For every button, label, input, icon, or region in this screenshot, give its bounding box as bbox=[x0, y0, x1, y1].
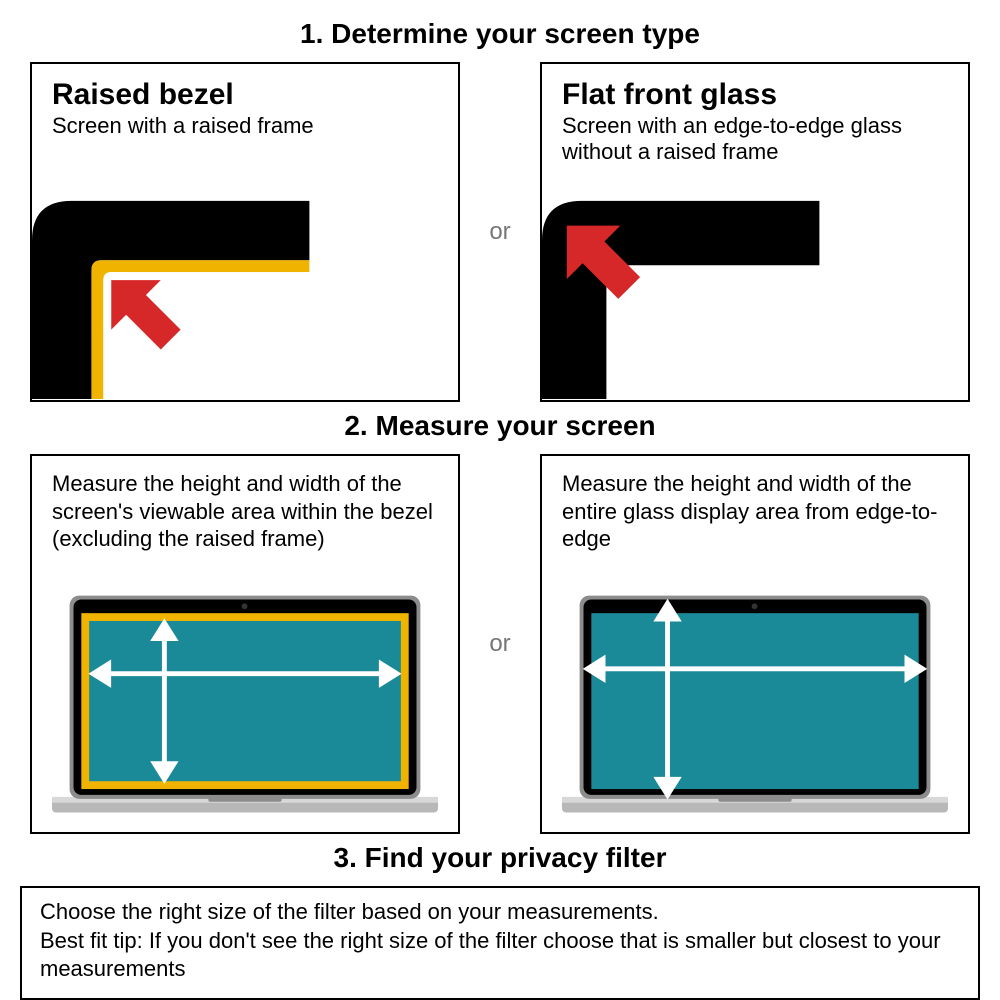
measure-flat-text: Measure the height and width of the enti… bbox=[562, 470, 948, 553]
step3-panel: Choose the right size of the filter base… bbox=[20, 886, 980, 1000]
step1-title: 1. Determine your screen type bbox=[20, 18, 980, 50]
step3-title: 3. Find your privacy filter bbox=[20, 842, 980, 874]
raised-bezel-sub: Screen with a raised frame bbox=[52, 113, 438, 139]
raised-bezel-title: Raised bezel bbox=[52, 78, 438, 111]
raised-bezel-diagram bbox=[32, 180, 458, 400]
flat-glass-title: Flat front glass bbox=[562, 78, 948, 111]
flat-glass-sub: Screen with an edge-to-edge glass withou… bbox=[562, 113, 948, 166]
laptop-bezel-diagram bbox=[52, 593, 438, 818]
step1-or: or bbox=[460, 62, 540, 402]
panel-measure-bezel: Measure the height and width of the scre… bbox=[30, 454, 460, 834]
flat-glass-diagram bbox=[542, 180, 968, 400]
step3-text: Choose the right size of the filter base… bbox=[40, 898, 960, 984]
step2-row: Measure the height and width of the scre… bbox=[20, 454, 980, 834]
step1-row: Raised bezel Screen with a raised frame … bbox=[20, 62, 980, 402]
panel-raised-bezel: Raised bezel Screen with a raised frame bbox=[30, 62, 460, 402]
measure-bezel-text: Measure the height and width of the scre… bbox=[52, 470, 438, 553]
laptop-flat-diagram bbox=[562, 593, 948, 818]
panel-flat-glass: Flat front glass Screen with an edge-to-… bbox=[540, 62, 970, 402]
panel-measure-flat: Measure the height and width of the enti… bbox=[540, 454, 970, 834]
step2-or: or bbox=[460, 454, 540, 834]
step2-title: 2. Measure your screen bbox=[20, 410, 980, 442]
